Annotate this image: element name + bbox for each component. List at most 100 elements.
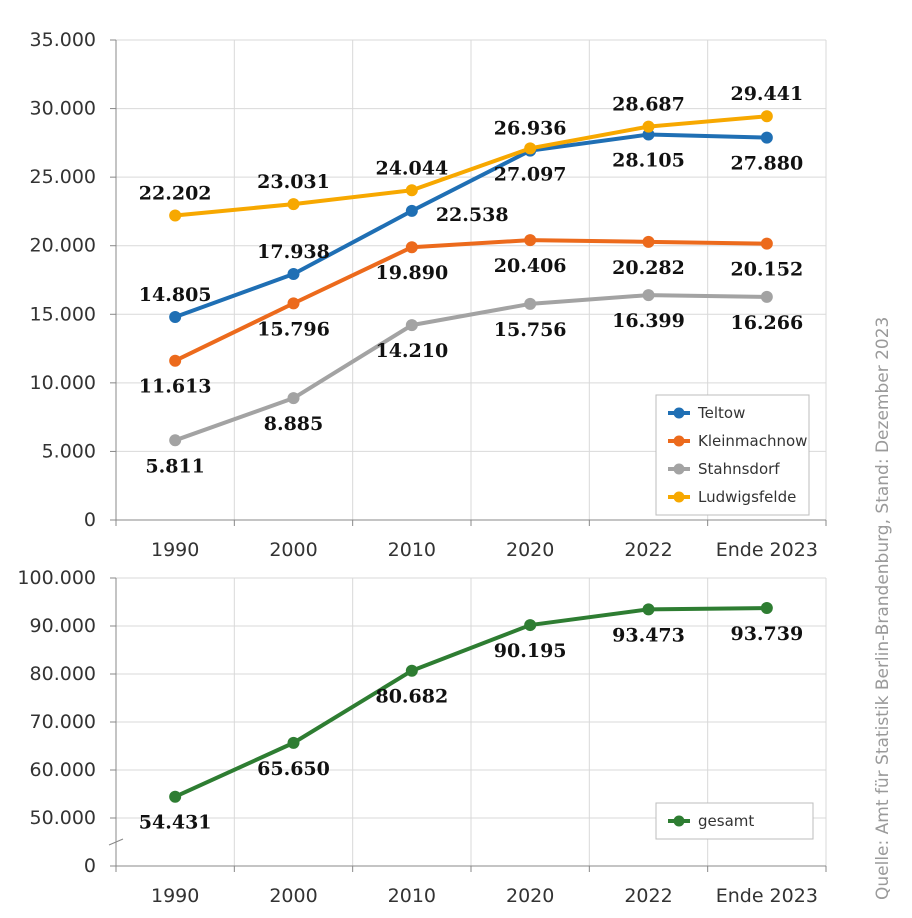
x-tick-label-2022: 2022	[624, 539, 672, 561]
data-point-ludwigsfelde-2010	[405, 184, 418, 197]
data-point-kleinmachnow-ende-2023	[760, 237, 773, 250]
data-point-teltow-ende-2023	[760, 131, 773, 144]
y-tick-label: 15.000	[30, 303, 96, 325]
data-point-stahnsdorf-2020	[524, 297, 537, 310]
y-tick-label: 50.000	[30, 807, 96, 829]
data-label-kleinmachnow-2022: 20.282	[612, 257, 685, 279]
series-line-ludwigsfelde	[174, 114, 768, 218]
y-tick-label: 60.000	[30, 759, 96, 781]
data-label-gesamt-1990: 54.431	[139, 812, 212, 834]
data-point-gesamt-2022	[642, 603, 655, 616]
data-label-ludwigsfelde-2022: 28.687	[612, 94, 685, 116]
data-point-ludwigsfelde-2022	[642, 120, 655, 133]
x-tick-label-2010: 2010	[388, 885, 436, 907]
data-label-ludwigsfelde-2010: 24.044	[375, 157, 448, 179]
legend-swatch-marker-ludwigsfelde	[673, 491, 685, 503]
series-stahnsdorf	[169, 289, 773, 447]
data-point-stahnsdorf-2022	[642, 289, 655, 302]
y-tick-label: 70.000	[30, 711, 96, 733]
data-point-kleinmachnow-1990	[169, 354, 182, 367]
data-point-ludwigsfelde-2020	[524, 142, 537, 155]
y-tick-label: 20.000	[30, 235, 96, 257]
series-line-stahnsdorf	[174, 293, 767, 443]
y-tick-label: 10.000	[30, 372, 96, 394]
data-point-gesamt-1990	[169, 790, 182, 803]
y-tick-label: 25.000	[30, 166, 96, 188]
series-kleinmachnow	[169, 234, 773, 367]
data-label-stahnsdorf-ende-2023: 16.266	[730, 312, 803, 334]
series-ludwigsfelde	[169, 110, 773, 222]
x-tick-label-2022: 2022	[624, 885, 672, 907]
data-point-teltow-1990	[169, 310, 182, 323]
data-label-kleinmachnow-2010: 19.890	[375, 262, 448, 284]
data-label-stahnsdorf-2020: 15.756	[494, 319, 567, 341]
data-label-teltow-ende-2023: 27.880	[730, 153, 803, 175]
legend-label-kleinmachnow: Kleinmachnow	[698, 432, 807, 450]
data-point-teltow-2010	[405, 204, 418, 217]
y-tick-label: 80.000	[30, 663, 96, 685]
y-tick-label: 100.000	[17, 567, 96, 589]
data-point-kleinmachnow-2010	[405, 241, 418, 254]
data-label-teltow-2010: 22.538	[436, 204, 509, 226]
data-label-kleinmachnow-1990: 11.613	[139, 376, 212, 398]
data-label-stahnsdorf-1990: 5.811	[145, 455, 205, 477]
bottom-chart-total: 0 50.000 60.000 70.000 80.000 90.000 100.000 19…	[17, 567, 827, 907]
y-tick-label: 0	[84, 509, 96, 531]
y-tick-label: 35.000	[30, 29, 96, 51]
legend-swatch-marker-teltow	[673, 407, 685, 419]
legend-swatch-marker-stahnsdorf	[673, 463, 685, 475]
data-label-ludwigsfelde-2000: 23.031	[257, 171, 330, 193]
data-label-stahnsdorf-2022: 16.399	[612, 310, 685, 332]
data-label-ludwigsfelde-2020: 27.097	[494, 163, 567, 185]
x-tick-label-2020: 2020	[506, 539, 554, 561]
data-point-ludwigsfelde-2000	[287, 198, 300, 211]
data-label-teltow-2000: 17.938	[257, 241, 330, 263]
x-tick-label-2020: 2020	[506, 885, 554, 907]
x-tick-label-ende-2023: Ende 2023	[716, 885, 818, 907]
legend-label-teltow: Teltow	[697, 404, 745, 422]
series-line-kleinmachnow	[174, 238, 767, 363]
data-point-kleinmachnow-2022	[642, 235, 655, 248]
legend: Teltow Kleinmachnow Stahnsdorf Ludwigsfelde	[655, 394, 810, 516]
data-point-gesamt-ende-2023	[760, 602, 773, 615]
data-label-teltow-2020: 26.936	[494, 118, 567, 140]
data-label-gesamt-2000: 65.650	[257, 758, 330, 780]
data-label-stahnsdorf-2000: 8.885	[264, 413, 324, 435]
x-tick-label-1990: 1990	[151, 539, 199, 561]
series-gesamt	[169, 602, 773, 803]
data-label-stahnsdorf-2010: 14.210	[375, 340, 448, 362]
series-line-gesamt	[174, 606, 767, 799]
series-line-teltow	[174, 132, 767, 319]
data-label-kleinmachnow-2000: 15.796	[257, 318, 330, 340]
y-tick-label: 5.000	[42, 440, 96, 462]
data-point-kleinmachnow-2000	[287, 297, 300, 310]
data-point-stahnsdorf-2000	[287, 392, 300, 405]
legend-label-ludwigsfelde: Ludwigsfelde	[698, 488, 796, 506]
data-label-gesamt-ende-2023: 93.739	[730, 623, 803, 645]
x-tick-label-2010: 2010	[388, 539, 436, 561]
data-label-ludwigsfelde-ende-2023: 29.441	[730, 83, 803, 105]
axis-break-mark	[108, 838, 124, 846]
data-label-gesamt-2022: 93.473	[612, 624, 685, 646]
y-tick-label: 30.000	[30, 98, 96, 120]
legend-label-stahnsdorf: Stahnsdorf	[698, 460, 780, 478]
x-tick-label-2000: 2000	[269, 885, 317, 907]
data-point-ludwigsfelde-ende-2023	[760, 110, 773, 123]
legend-swatch-marker-kleinmachnow	[673, 435, 685, 447]
data-label-kleinmachnow-ende-2023: 20.152	[730, 259, 803, 281]
data-point-ludwigsfelde-1990	[169, 209, 182, 222]
data-point-kleinmachnow-2020	[524, 234, 537, 247]
data-label-ludwigsfelde-1990: 22.202	[139, 183, 212, 205]
x-tick-label-1990: 1990	[151, 885, 199, 907]
legend-swatch-marker-gesamt	[673, 815, 685, 827]
x-tick-label-2000: 2000	[269, 539, 317, 561]
data-point-teltow-2000	[287, 267, 300, 280]
legend: gesamt	[655, 802, 814, 840]
source-label: Quelle: Amt für Statistik Berlin-Branden…	[873, 317, 893, 900]
data-point-stahnsdorf-ende-2023	[760, 290, 773, 303]
y-tick-label: 90.000	[30, 615, 96, 637]
data-point-gesamt-2000	[287, 736, 300, 749]
top-chart-municipalities: 0 5.000 10.000 15.000 20.000 25.000 30.000 35.0…	[30, 29, 827, 561]
data-label-teltow-2022: 28.105	[612, 150, 685, 172]
